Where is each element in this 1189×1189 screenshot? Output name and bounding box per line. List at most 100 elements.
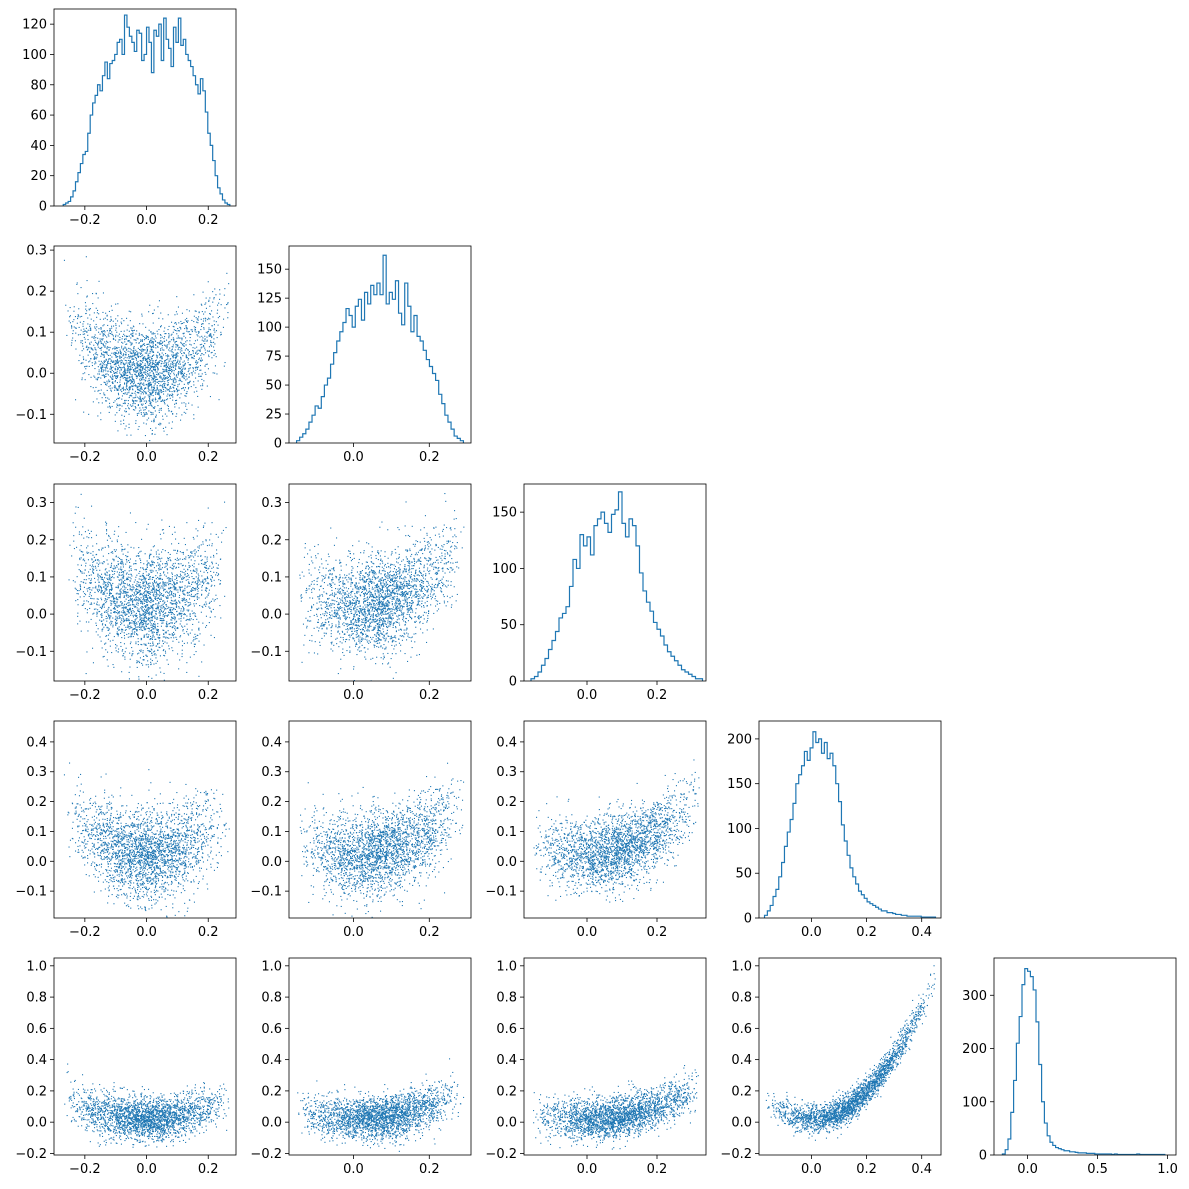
scatter-point <box>112 382 114 384</box>
scatter-point <box>133 358 135 360</box>
scatter-point <box>129 596 131 598</box>
scatter-point <box>136 626 138 628</box>
scatter-point <box>193 646 195 648</box>
scatter-point <box>191 354 193 356</box>
scatter-point <box>107 613 109 615</box>
scatter-point <box>152 360 154 362</box>
scatter-point <box>162 368 164 370</box>
scatter-point <box>138 412 140 414</box>
scatter-point <box>135 420 137 422</box>
scatter-point <box>87 630 89 632</box>
scatter-point <box>138 389 140 391</box>
scatter-point <box>150 366 152 368</box>
scatter-point <box>178 618 180 620</box>
scatter-point <box>117 633 119 635</box>
scatter-point <box>119 377 121 379</box>
scatter-point <box>180 635 182 637</box>
scatter-point <box>74 327 76 329</box>
scatter-point <box>95 631 97 633</box>
scatter-point <box>162 354 164 356</box>
scatter-point <box>85 579 87 581</box>
scatter-point <box>136 662 138 664</box>
scatter-point <box>74 316 76 318</box>
scatter-point <box>104 592 106 594</box>
scatter-point <box>117 585 119 587</box>
scatter-point <box>116 592 118 594</box>
scatter-point <box>113 606 115 608</box>
scatter-point <box>146 604 148 606</box>
scatter-point <box>101 605 103 607</box>
scatter-point <box>138 365 140 367</box>
scatter-point <box>152 583 154 585</box>
scatter-point <box>180 586 182 588</box>
scatter-point <box>211 345 213 347</box>
scatter-point <box>167 405 169 407</box>
scatter-point <box>150 411 152 413</box>
scatter-point <box>186 623 188 625</box>
scatter-point <box>162 341 164 343</box>
scatter-point <box>152 601 154 603</box>
scatter-point <box>109 589 111 591</box>
scatter-point <box>117 604 119 606</box>
scatter-point <box>90 386 92 388</box>
scatter-point <box>119 596 121 598</box>
scatter-point <box>204 597 206 599</box>
scatter-point <box>148 395 150 397</box>
scatter-point <box>123 572 125 574</box>
scatter-point <box>140 360 142 362</box>
scatter-point <box>118 404 120 406</box>
scatter-point <box>158 300 160 302</box>
scatter-point <box>70 344 72 346</box>
scatter-point <box>104 584 106 586</box>
scatter-point <box>149 350 151 352</box>
scatter-point <box>206 558 208 560</box>
scatter-point <box>145 643 147 645</box>
scatter-point <box>151 341 153 343</box>
scatter-point <box>205 318 207 320</box>
scatter-point <box>210 610 212 612</box>
scatter-point <box>188 566 190 568</box>
scatter-point <box>120 376 122 378</box>
scatter-point <box>120 543 122 545</box>
scatter-point <box>196 583 198 585</box>
scatter-point <box>149 639 151 641</box>
scatter-point <box>129 580 131 582</box>
scatter-point <box>162 418 164 420</box>
scatter-point <box>79 321 81 323</box>
scatter-point <box>116 378 118 380</box>
scatter-point <box>178 613 180 615</box>
scatter-point <box>207 331 209 333</box>
scatter-point <box>165 368 167 370</box>
scatter-point <box>99 318 101 320</box>
scatter-point <box>189 613 191 615</box>
scatter-point <box>129 565 131 567</box>
scatter-point <box>125 362 127 364</box>
scatter-point <box>151 649 153 651</box>
scatter-point <box>199 605 201 607</box>
scatter-point <box>172 399 174 401</box>
scatter-point <box>105 358 107 360</box>
scatter-point <box>165 607 167 609</box>
scatter-point <box>164 550 166 552</box>
scatter-point <box>106 530 108 532</box>
scatter-point <box>120 362 122 364</box>
scatter-point <box>178 612 180 614</box>
scatter-point <box>142 592 144 594</box>
scatter-point <box>219 605 221 607</box>
scatter-point <box>120 352 122 354</box>
scatter-point <box>163 371 165 373</box>
y-tick-label: 0 <box>274 437 282 452</box>
scatter-point <box>166 568 168 570</box>
scatter-point <box>202 323 204 325</box>
scatter-point <box>121 338 123 340</box>
scatter-point <box>119 384 121 386</box>
scatter-point <box>108 553 110 555</box>
scatter-point <box>107 581 109 583</box>
scatter-point <box>131 342 133 344</box>
scatter-point <box>80 581 82 583</box>
scatter-point <box>114 387 116 389</box>
scatter-point <box>106 572 108 574</box>
scatter-point <box>149 376 151 378</box>
scatter-point <box>123 610 125 612</box>
scatter-point <box>131 375 133 377</box>
